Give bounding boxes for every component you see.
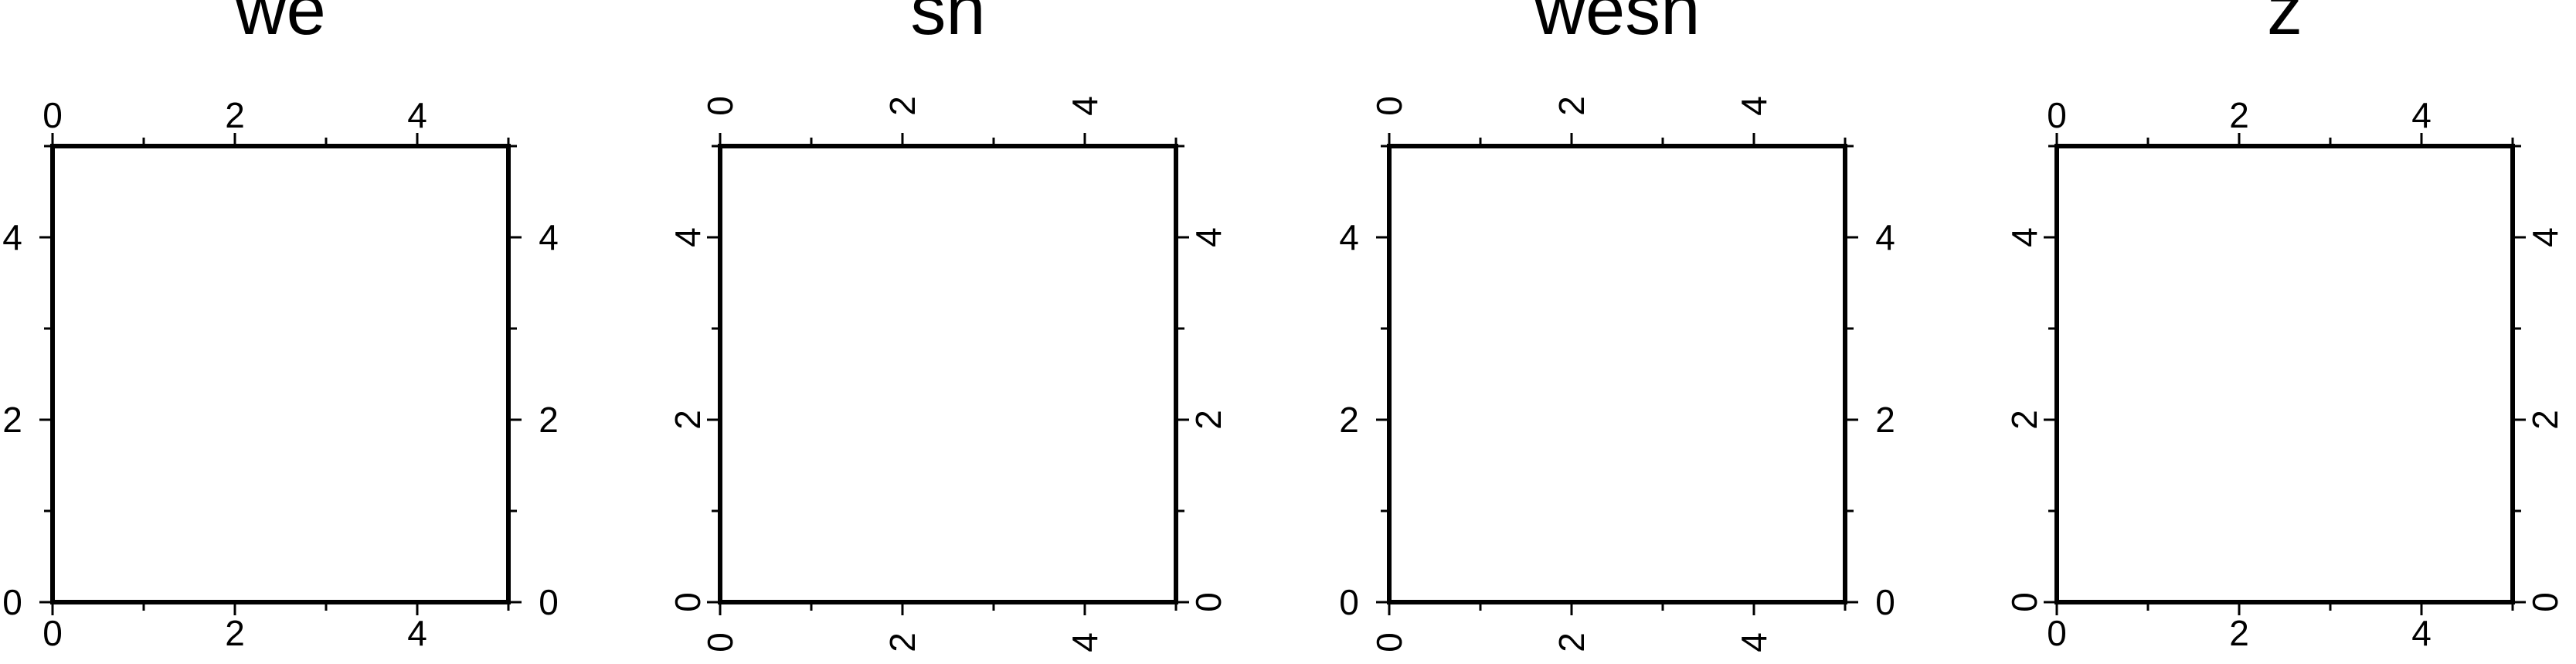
north-tick-label: 0 [1369,96,1409,116]
east-tick-label: 4 [2525,227,2565,247]
north-tick-label: 2 [225,95,245,135]
plot-frame [50,144,511,604]
panel-title: sn [910,0,985,49]
plot-frame [1387,144,1847,604]
south-tick-label: 2 [2229,613,2249,653]
east-tick-label: 4 [1875,217,1895,257]
panel-title: z [2267,0,2302,49]
north-tick-label: 4 [1065,96,1105,116]
north-tick-label: 2 [882,96,923,116]
south-tick-label: 4 [1734,632,1774,652]
south-tick-label: 0 [700,632,740,652]
west-tick-label: 4 [2004,227,2044,247]
axis-ticks [1376,133,1858,615]
south-tick-label: 0 [42,613,63,653]
north-tick-label: 0 [42,95,63,135]
south-tick-label: 0 [2047,613,2067,653]
plot-panel-0: we 0 2 4 0 2 4 0 2 4 0 2 4 [2,0,559,653]
west-tick-label: 0 [668,592,708,612]
south-tick-label: 4 [407,613,427,653]
panel-title: wesn [1534,0,1701,49]
north-tick-label: 2 [1551,96,1592,116]
axis-ticks [2044,133,2526,615]
east-tick-label: 0 [1188,592,1229,612]
south-tick-label: 4 [1065,632,1105,652]
west-tick-label: 0 [1339,582,1359,622]
west-tick-label: 4 [1339,217,1359,257]
west-tick-label: 2 [2,400,22,440]
south-tick-label: 2 [882,632,923,652]
west-tick-label: 0 [2004,592,2044,612]
plot-frame [718,144,1178,604]
axis-ticks [39,133,522,615]
north-tick-label: 4 [2411,95,2432,135]
east-tick-label: 0 [539,582,559,622]
east-tick-label: 4 [539,217,559,257]
north-tick-label: 0 [700,96,740,116]
plot-panel-3: z 0 2 4 0 2 4 0 2 4 0 2 4 [2004,0,2565,653]
panel-title: we [234,0,326,49]
axis-ticks [707,133,1189,615]
plot-panel-1: sn 0 2 4 0 2 4 0 2 4 0 2 4 [668,0,1229,652]
west-tick-label: 0 [2,582,22,622]
south-tick-label: 0 [1369,632,1409,652]
north-tick-label: 4 [1734,96,1774,116]
east-tick-label: 0 [2525,592,2565,612]
north-tick-label: 0 [2047,95,2067,135]
west-tick-label: 4 [668,227,708,247]
east-tick-label: 2 [1188,410,1229,430]
plot-panel-2: wesn 0 2 4 0 2 4 0 2 4 0 2 4 [1339,0,1895,652]
west-tick-label: 2 [668,410,708,430]
north-tick-label: 2 [2229,95,2249,135]
west-tick-label: 2 [1339,400,1359,440]
south-tick-label: 2 [1551,632,1592,652]
north-tick-label: 4 [407,95,427,135]
south-tick-label: 4 [2411,613,2432,653]
west-tick-label: 2 [2004,410,2044,430]
east-tick-label: 2 [1875,400,1895,440]
east-tick-label: 4 [1188,227,1229,247]
west-tick-label: 4 [2,217,22,257]
south-tick-label: 2 [225,613,245,653]
east-tick-label: 2 [2525,410,2565,430]
east-tick-label: 2 [539,400,559,440]
plot-frame [2054,144,2515,604]
east-tick-label: 0 [1875,582,1895,622]
